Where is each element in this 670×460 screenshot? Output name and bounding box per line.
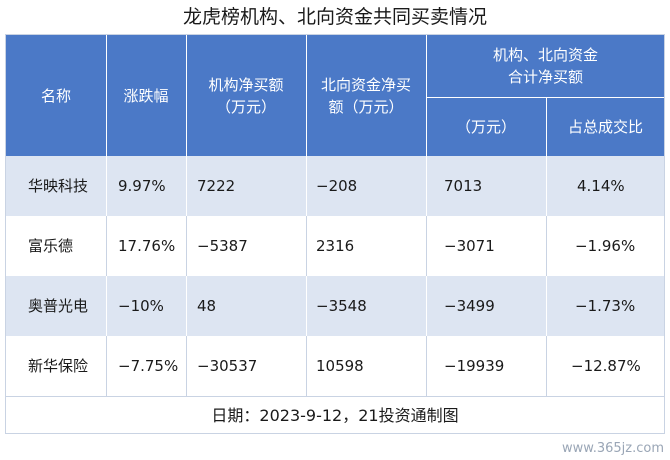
row-divider	[426, 276, 427, 336]
table-row: 富乐德 17.76% −5387 2316 −3071 −1.96%	[6, 216, 664, 276]
row-divider	[306, 336, 307, 396]
row-divider	[546, 336, 547, 396]
header-divider	[426, 35, 427, 156]
row-divider	[306, 156, 307, 216]
cell-share: −1.73%	[575, 297, 636, 315]
row-divider	[186, 156, 187, 216]
row-divider	[426, 336, 427, 396]
header-north-net: 北向资金净买 额（万元）	[320, 75, 411, 116]
row-divider	[106, 216, 107, 276]
cell-share: 4.14%	[577, 177, 625, 195]
header-inst-net: 机构净买额 （万元）	[208, 75, 284, 116]
table-row: 新华保险 −7.75% −30537 10598 −19939 −12.87%	[6, 336, 664, 396]
header-divider	[186, 35, 187, 156]
cell-total: 7013	[444, 177, 483, 195]
data-table: 名称 涨跌幅 机构净买额 （万元） 北向资金净买 额（万元） 机构、北向资金 合…	[5, 34, 665, 434]
row-divider	[426, 216, 427, 276]
cell-inst: 48	[197, 297, 217, 315]
header-name: 名称	[40, 86, 71, 105]
table-row: 华映科技 9.97% 7222 −208 7013 4.14%	[6, 156, 664, 216]
cell-name: 华映科技	[28, 177, 89, 195]
table-row: 奥普光电 −10% 48 −3548 −3499 −1.73%	[6, 276, 664, 336]
cell-name: 奥普光电	[28, 297, 89, 315]
row-divider	[426, 156, 427, 216]
header-change: 涨跌幅	[123, 86, 169, 105]
page-title: 龙虎榜机构、北向资金共同买卖情况	[182, 6, 487, 28]
row-divider	[106, 156, 107, 216]
cell-north: −208	[316, 177, 358, 195]
cell-inst: −30537	[197, 357, 258, 375]
row-divider	[186, 336, 187, 396]
header-combined: 机构、北向资金 合计净买额	[492, 46, 598, 86]
row-divider	[546, 216, 547, 276]
cell-change: −10%	[118, 297, 164, 315]
footer-caption: 日期：2023-9-12，21投资通制图	[6, 396, 664, 433]
row-divider	[106, 336, 107, 396]
cell-total: −19939	[444, 357, 505, 375]
cell-inst: −5387	[197, 237, 248, 255]
row-divider	[306, 276, 307, 336]
cell-change: −7.75%	[118, 357, 179, 375]
cell-north: 2316	[316, 237, 355, 255]
header-divider	[546, 97, 547, 156]
cell-total: −3071	[444, 237, 495, 255]
watermark: www.365jz.com	[562, 441, 664, 456]
header-share: 占总成交比	[567, 118, 643, 136]
cell-share: −12.87%	[571, 357, 641, 375]
header-combined-unit: （万元）	[455, 118, 516, 136]
cell-north: 10598	[316, 357, 364, 375]
cell-north: −3548	[316, 297, 367, 315]
cell-total: −3499	[444, 297, 495, 315]
cell-name: 富乐德	[28, 237, 74, 255]
cell-share: −1.96%	[575, 237, 636, 255]
table-header: 名称 涨跌幅 机构净买额 （万元） 北向资金净买 额（万元） 机构、北向资金 合…	[6, 35, 664, 156]
row-divider	[186, 216, 187, 276]
cell-change: 9.97%	[118, 177, 166, 195]
cell-change: 17.76%	[118, 237, 176, 255]
header-divider	[306, 35, 307, 156]
row-divider	[186, 276, 187, 336]
cell-inst: 7222	[197, 177, 236, 195]
row-divider	[546, 156, 547, 216]
row-divider	[106, 276, 107, 336]
header-divider	[427, 97, 664, 98]
row-divider	[546, 276, 547, 336]
header-divider	[106, 35, 107, 156]
row-divider	[306, 216, 307, 276]
cell-name: 新华保险	[28, 357, 89, 375]
